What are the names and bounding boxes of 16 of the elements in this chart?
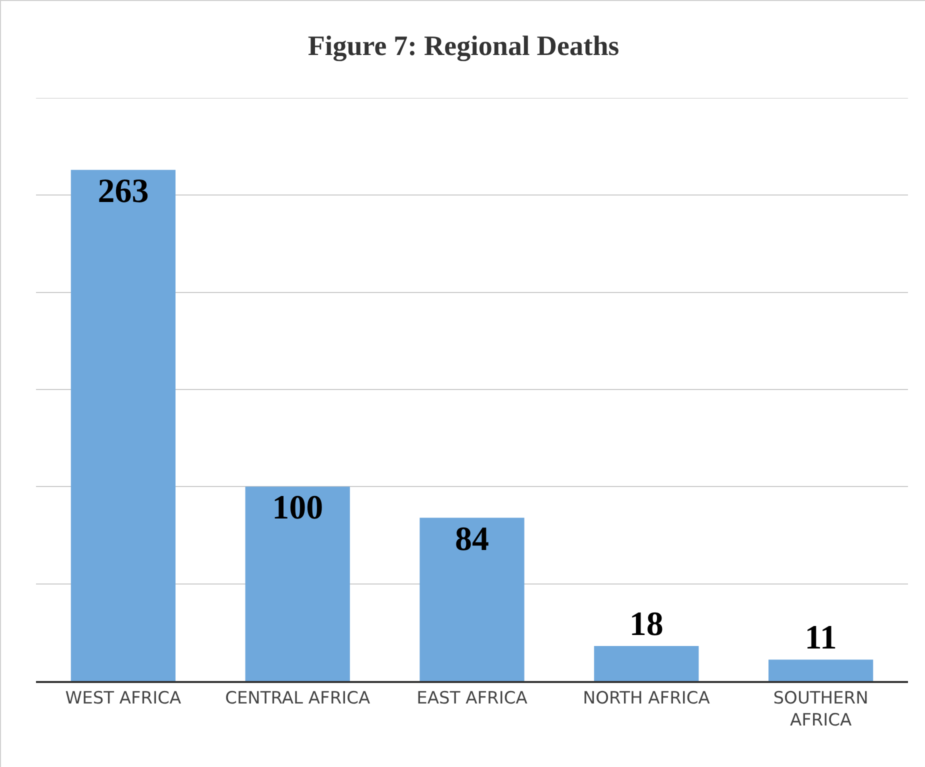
x-tick-label: WEST AFRICA: [65, 688, 182, 708]
data-label: 11: [804, 620, 837, 657]
data-label: 100: [272, 490, 324, 527]
bar: [245, 486, 350, 681]
data-label: 263: [98, 172, 149, 210]
bar: [594, 646, 699, 681]
x-tick-label: SOUTHERN AFRICA: [773, 688, 868, 730]
bar: [768, 660, 874, 681]
bar: [70, 170, 176, 681]
x-tick-label: NORTH AFRICA: [582, 688, 710, 708]
x-tick-label: CENTRAL AFRICA: [225, 688, 371, 708]
x-tick-label: EAST AFRICA: [416, 688, 528, 708]
chart-title: Figure 7: Regional Deaths: [308, 31, 620, 62]
data-label: 84: [455, 520, 489, 558]
data-label: 18: [629, 606, 664, 644]
bar: [420, 518, 524, 681]
